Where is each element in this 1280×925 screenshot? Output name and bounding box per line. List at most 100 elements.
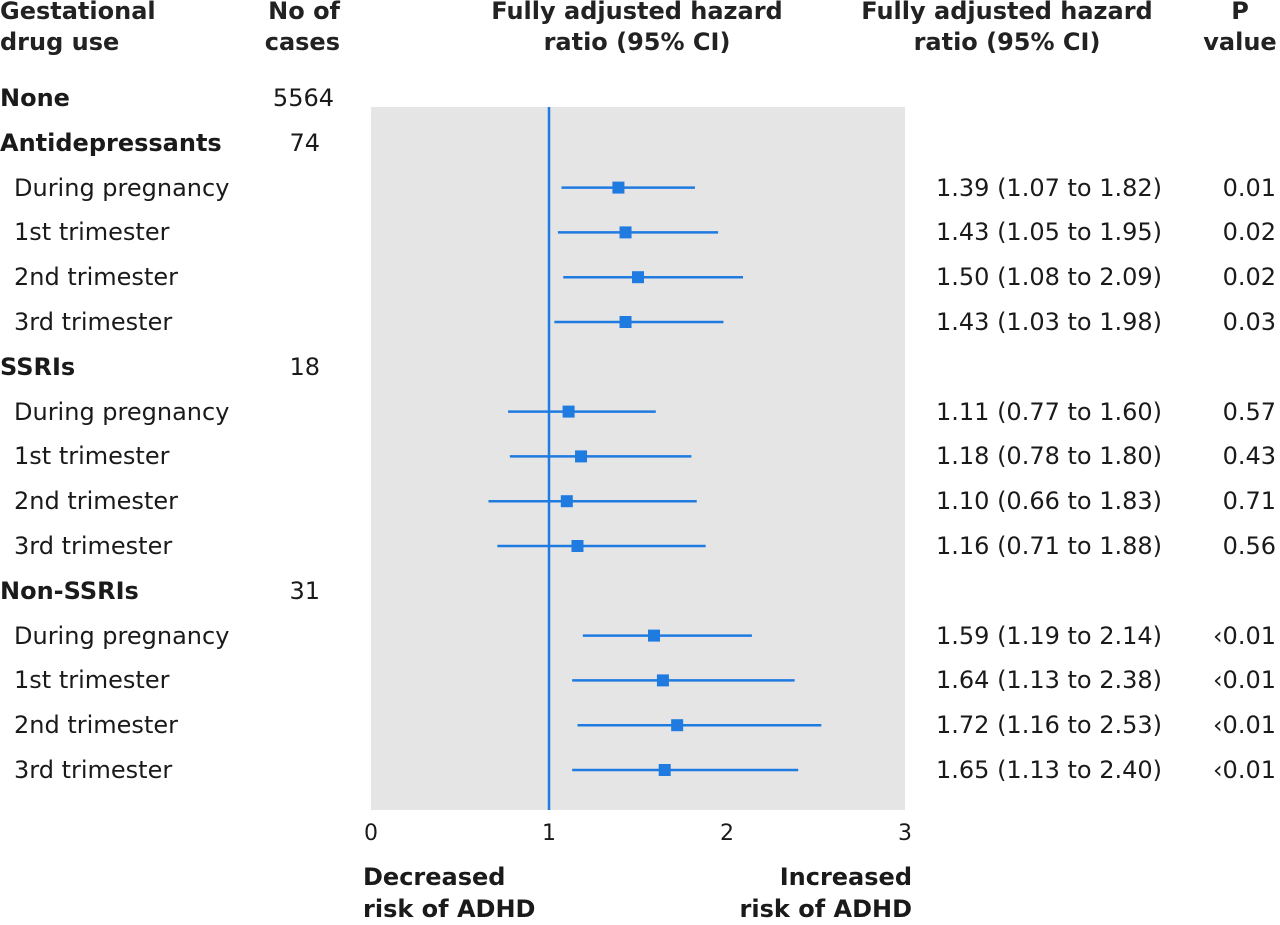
table-row: During pregnancy 1.11 (0.77 to 1.60) 0.57 [0,392,1280,432]
x-tick-label: 3 [898,821,912,846]
header-hazard-ratio-line2: ratio (95% CI) [913,28,1101,56]
x-tick-label: 1 [542,821,556,846]
point-estimate-marker [619,226,632,239]
header-drug-use-line1: Gestational [0,0,156,25]
period-label: 1st trimester [14,666,170,695]
hazard-ratio-text: 1.43 (1.05 to 1.95) [936,218,1163,247]
period-label: 2nd trimester [14,263,178,292]
p-value-text: 0.57 [1222,397,1276,426]
header-cases: No of cases [258,0,340,58]
cases-count: 31 [289,576,320,605]
table-row: 1st trimester 1.43 (1.05 to 1.95) 0.02 [0,212,1280,252]
point-estimate-marker [671,719,684,732]
header-hazard-ratio: Fully adjusted hazard ratio (95% CI) [832,0,1182,58]
hazard-ratio-text: 1.72 (1.16 to 2.53) [936,711,1163,740]
table-row: SSRIs 18 [0,347,1280,387]
table-row: None 5564 [0,78,1280,118]
footer-decreased-line1: Decreased [363,863,506,891]
hazard-ratio-text: 1.65 (1.13 to 2.40) [936,756,1163,784]
point-estimate-marker [632,271,644,284]
header-plot: Fully adjusted hazard ratio (95% CI) [462,0,812,58]
hazard-ratio-text: 1.11 (0.77 to 1.60) [936,397,1163,426]
table-row: 1st trimester 1.64 (1.13 to 2.38) ‹0.01 [0,660,1280,700]
point-estimate-marker [619,316,632,328]
p-value-text: 0.56 [1222,532,1276,560]
footer-decreased-label: Decreased risk of ADHD [363,861,535,925]
table-row: 1st trimester 1.18 (0.78 to 1.80) 0.43 [0,436,1280,476]
hazard-ratio-text: 1.10 (0.66 to 1.83) [936,487,1163,516]
table-row: During pregnancy 1.39 (1.07 to 1.82) 0.01 [0,168,1280,208]
footer-increased-line1: Increased [779,863,912,891]
header-cases-line2: cases [264,28,340,56]
header-p-value-line2: value [1203,28,1277,56]
point-estimate-marker [648,629,661,642]
hazard-ratio-text: 1.64 (1.13 to 2.38) [936,666,1163,695]
group-label: SSRIs [0,352,76,381]
p-value-text: ‹0.01 [1212,756,1276,784]
header-p-value-line1: P [1231,0,1249,25]
footer-increased-line2: risk of ADHD [739,895,912,923]
group-label: Antidepressants [0,128,222,157]
header-hazard-ratio-line1: Fully adjusted hazard [861,0,1153,25]
table-row: 3rd trimester 1.65 (1.13 to 2.40) ‹0.01 [0,750,1280,790]
table-row: During pregnancy 1.59 (1.19 to 2.14) ‹0.01 [0,616,1280,656]
p-value-text: ‹0.01 [1212,621,1276,650]
hazard-ratio-text: 1.50 (1.08 to 2.09) [936,263,1163,292]
footer-decreased-line2: risk of ADHD [363,895,536,923]
point-estimate-marker [658,764,671,776]
cases-count: 74 [289,128,320,157]
hazard-ratio-text: 1.18 (0.78 to 1.80) [936,442,1163,471]
table-row: 2nd trimester 1.10 (0.66 to 1.83) 0.71 [0,481,1280,521]
period-label: During pregnancy [14,397,230,426]
group-label: None [0,84,70,112]
p-value-text: ‹0.01 [1212,711,1276,740]
plot-background [371,107,905,810]
table-row: 2nd trimester 1.50 (1.08 to 2.09) 0.02 [0,257,1280,297]
table-row: 3rd trimester 1.16 (0.71 to 1.88) 0.56 [0,526,1280,566]
header-plot-line1: Fully adjusted hazard [491,0,783,25]
header-drug-use-line2: drug use [0,28,120,56]
cases-count: 5564 [272,84,334,112]
period-label: 2nd trimester [14,711,178,740]
period-label: 3rd trimester [14,532,173,560]
header-plot-line2: ratio (95% CI) [543,28,731,56]
p-value-text: ‹0.01 [1212,666,1276,695]
table-row: Non-SSRIs 31 [0,571,1280,611]
p-value-text: 0.02 [1222,218,1276,247]
p-value-text: 0.03 [1222,308,1276,336]
table-row: 2nd trimester 1.72 (1.16 to 2.53) ‹0.01 [0,705,1280,745]
period-label: During pregnancy [14,173,230,202]
p-value-text: 0.01 [1222,173,1276,202]
point-estimate-marker [571,540,584,552]
header-drug-use: Gestational drug use [0,0,156,58]
cases-count: 18 [289,352,320,381]
period-label: During pregnancy [14,621,230,650]
hazard-ratio-text: 1.43 (1.03 to 1.98) [936,308,1163,336]
period-label: 1st trimester [14,442,170,471]
table-row: Antidepressants 74 [0,123,1280,163]
footer-increased-label: Increased risk of ADHD [700,861,912,925]
header-cases-line1: No of [268,0,340,25]
x-tick-label: 0 [364,821,378,846]
p-value-text: 0.02 [1222,263,1276,292]
point-estimate-marker [575,450,588,463]
hazard-ratio-text: 1.59 (1.19 to 2.14) [936,621,1163,650]
x-tick-label: 2 [720,821,734,846]
point-estimate-marker [656,674,669,687]
point-estimate-marker [562,405,575,418]
group-label: Non-SSRIs [0,576,139,605]
p-value-text: 0.71 [1222,487,1276,516]
period-label: 3rd trimester [14,756,173,784]
point-estimate-marker [560,495,573,508]
header-p-value: P value [1200,0,1280,58]
table-row: 3rd trimester 1.43 (1.03 to 1.98) 0.03 [0,302,1280,342]
period-label: 3rd trimester [14,308,173,336]
period-label: 2nd trimester [14,487,178,516]
point-estimate-marker [612,181,625,194]
hazard-ratio-text: 1.16 (0.71 to 1.88) [936,532,1163,560]
hazard-ratio-text: 1.39 (1.07 to 1.82) [936,173,1163,202]
period-label: 1st trimester [14,218,170,247]
p-value-text: 0.43 [1222,442,1276,471]
